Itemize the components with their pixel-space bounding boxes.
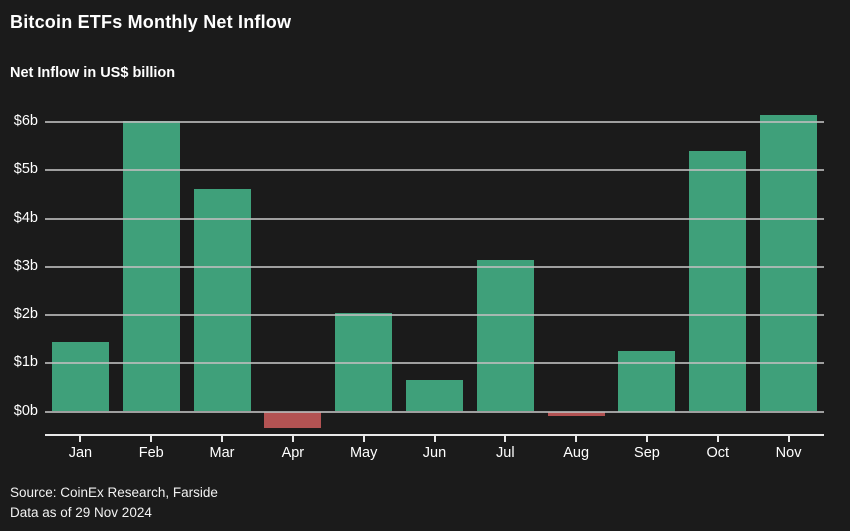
x-tick	[362, 436, 365, 442]
bar-nov	[760, 114, 818, 412]
x-tick-label-mar: Mar	[209, 445, 235, 461]
y-tick-label: $4b	[13, 209, 38, 226]
x-tick-label-nov: Nov	[775, 445, 802, 461]
x-tick-label-may: May	[349, 445, 378, 461]
gridline-1b	[45, 362, 824, 365]
x-tick	[433, 436, 436, 442]
chart-footer: Source: CoinEx Research, Farside Data as…	[10, 483, 218, 523]
y-tick-label: $3b	[13, 257, 38, 274]
x-tick	[291, 436, 294, 442]
page-title: Bitcoin ETFs Monthly Net Inflow	[10, 12, 292, 32]
bar-oct	[689, 150, 747, 412]
bar-mar	[193, 188, 251, 412]
y-tick-label: $5b	[13, 161, 38, 178]
bar-jul	[476, 259, 534, 412]
x-tick-label-jun: Jun	[422, 445, 447, 461]
bar-aug	[547, 411, 605, 416]
y-tick-label: $1b	[13, 354, 38, 371]
bar-jun	[406, 380, 463, 412]
y-tick-label: $2b	[13, 306, 38, 322]
bar-jan	[51, 341, 109, 412]
x-axis-line	[45, 434, 824, 436]
bar-may	[335, 312, 393, 412]
x-tick-label-jan: Jan	[68, 445, 93, 461]
x-tick	[645, 436, 648, 442]
x-tick-label-apr: Apr	[281, 445, 305, 461]
bar-apr	[264, 411, 322, 429]
x-tick	[787, 436, 790, 442]
data-as-of-text: Data as of 29 Nov 2024	[10, 505, 152, 520]
bar-sep	[618, 351, 676, 412]
x-tick	[716, 436, 719, 442]
gridline-0b	[45, 410, 824, 413]
gridline-3b	[45, 265, 824, 268]
bar-chart-plot-area: Jan Feb Mar Apr May Jun Jul Aug Sep Oct Nov	[45, 105, 824, 461]
x-tick-label-feb: Feb	[138, 445, 164, 461]
y-tick-label: $6b	[13, 113, 38, 129]
gridline-6b	[45, 121, 824, 123]
x-tick	[221, 436, 224, 442]
x-tick-label-sep: Sep	[634, 445, 660, 461]
x-tick-label-aug: Aug	[563, 445, 590, 461]
x-tick-label-oct: Oct	[706, 445, 730, 461]
gridline-5b	[45, 169, 824, 172]
x-tick	[504, 436, 507, 442]
y-axis-labels: $0b $1b $2b $3b $4b $5b $6b	[0, 105, 38, 436]
y-tick-label: $0b	[13, 402, 38, 419]
x-tick	[79, 436, 82, 442]
x-tick-label-jul: Jul	[496, 445, 515, 461]
x-tick	[575, 436, 578, 442]
gridline-2b	[45, 314, 824, 316]
x-tick	[150, 436, 153, 442]
source-text: Source: CoinEx Research, Farside	[10, 485, 218, 500]
gridline-4b	[45, 217, 824, 220]
page-subtitle: Net Inflow in US$ billion	[10, 65, 176, 81]
